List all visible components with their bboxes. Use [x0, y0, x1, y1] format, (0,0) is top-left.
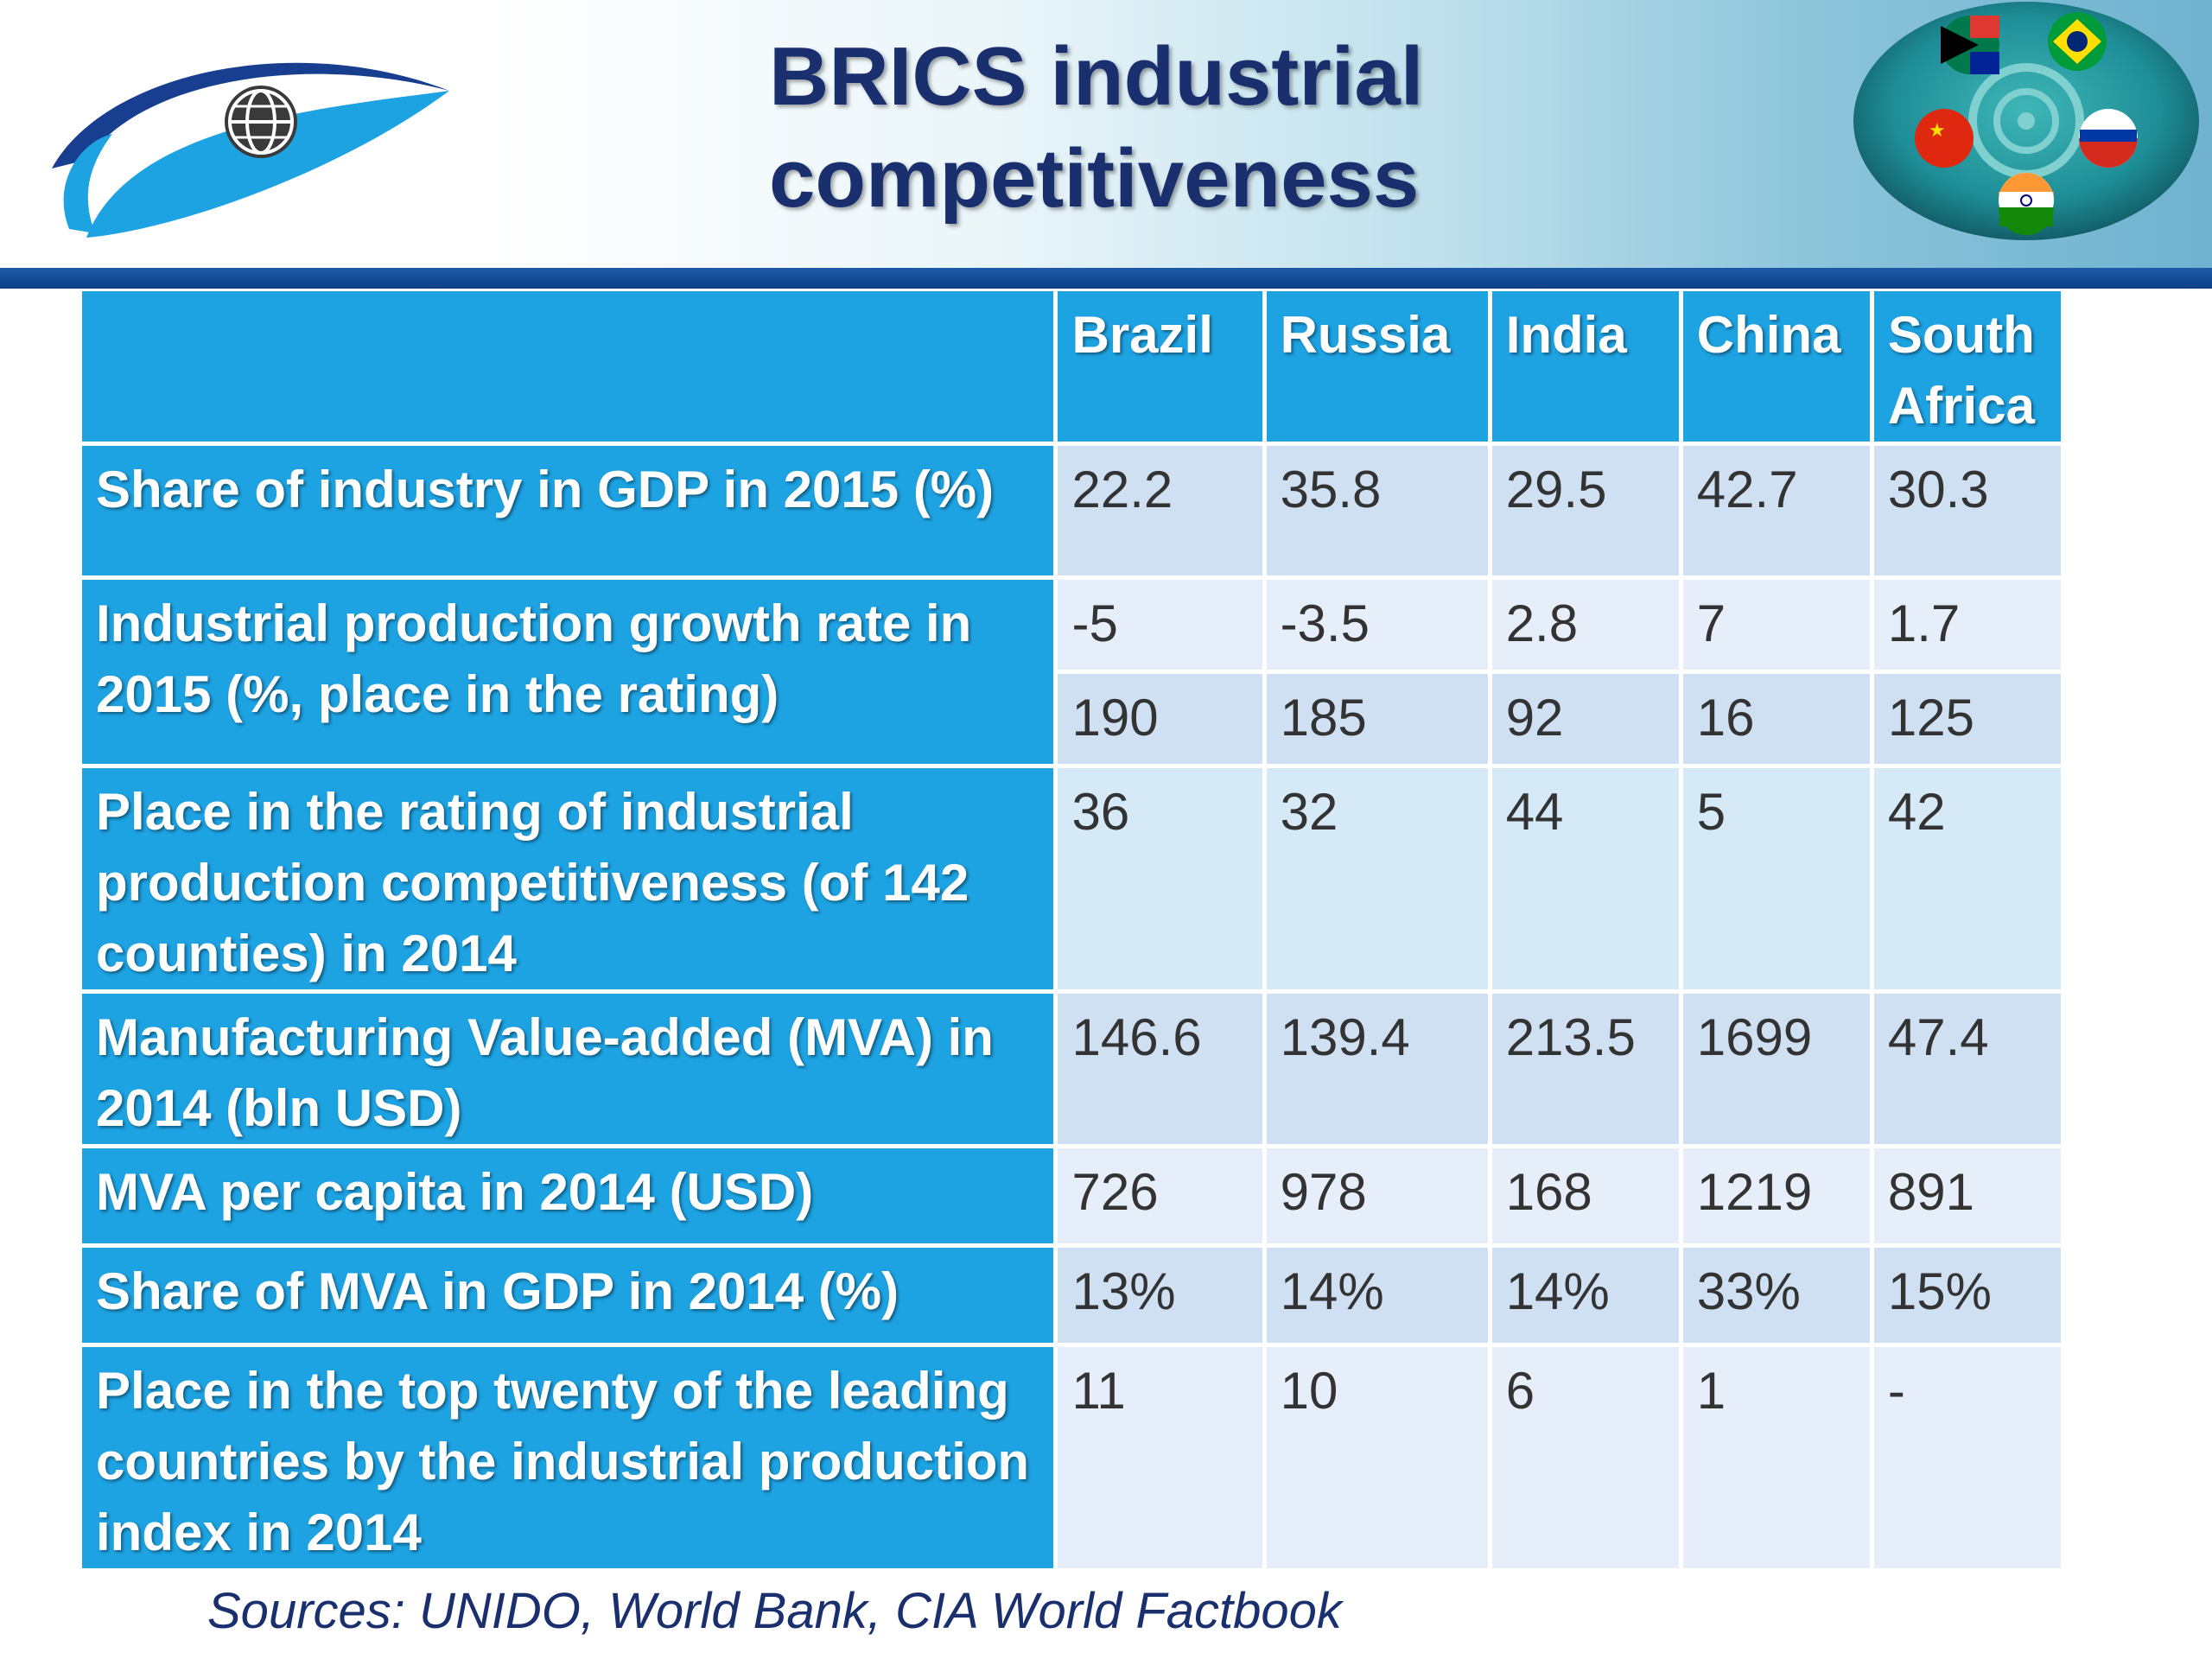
header-divider — [0, 268, 2212, 289]
column-header-south-africa: South Africa — [1873, 291, 2061, 442]
table-cell: 35.8 — [1266, 446, 1488, 575]
row-label: Place in the rating of industrial produc… — [82, 768, 1054, 989]
table-cell: 185 — [1266, 674, 1488, 764]
row-label: Share of MVA in GDP in 2014 (%) — [82, 1248, 1054, 1343]
table-cell: 168 — [1491, 1148, 1679, 1243]
table-cell: -3.5 — [1266, 580, 1488, 670]
sources-footnote: Sources: UNIDO, World Bank, CIA World Fa… — [207, 1583, 1342, 1639]
table-row: Share of MVA in GDP in 2014 (%) 13% 14% … — [82, 1248, 2061, 1343]
column-header-china: China — [1682, 291, 1870, 442]
table-cell: 213.5 — [1491, 994, 1679, 1144]
table-row: MVA per capita in 2014 (USD) 726 978 168… — [82, 1148, 2061, 1243]
table-cell: 13% — [1058, 1248, 1262, 1343]
header-corner-cell — [82, 291, 1054, 442]
table-cell: 42 — [1873, 768, 2061, 989]
table-cell: 6 — [1491, 1347, 1679, 1568]
table-cell: 190 — [1058, 674, 1262, 764]
table-cell: 1219 — [1682, 1148, 1870, 1243]
row-label: Manufacturing Value-added (MVA) in 2014 … — [82, 994, 1054, 1144]
table-cell: 1.7 — [1873, 580, 2061, 670]
table-cell: 29.5 — [1491, 446, 1679, 575]
table-cell: 14% — [1491, 1248, 1679, 1343]
table-cell: 36 — [1058, 768, 1262, 989]
table-cell: 5 — [1682, 768, 1870, 989]
table-cell: 15% — [1873, 1248, 2061, 1343]
table-cell: 22.2 — [1058, 446, 1262, 575]
table-cell: 92 — [1491, 674, 1679, 764]
table-cell: 44 — [1491, 768, 1679, 989]
table-cell: 42.7 — [1682, 446, 1870, 575]
table-cell: 139.4 — [1266, 994, 1488, 1144]
table-cell: 11 — [1058, 1347, 1262, 1568]
table-cell: 146.6 — [1058, 994, 1262, 1144]
column-header-russia: Russia — [1266, 291, 1488, 442]
column-header-brazil: Brazil — [1058, 291, 1262, 442]
table-cell: 1699 — [1682, 994, 1870, 1144]
table-cell: 2.8 — [1491, 580, 1679, 670]
table-row: Manufacturing Value-added (MVA) in 2014 … — [82, 994, 2061, 1144]
table-row: Industrial production growth rate in 201… — [82, 580, 2061, 764]
row-label: MVA per capita in 2014 (USD) — [82, 1148, 1054, 1243]
table-row: Share of industry in GDP in 2015 (%) 22.… — [82, 446, 2061, 575]
table-row: Place in the top twenty of the leading c… — [82, 1347, 2061, 1568]
table-cell: 30.3 — [1873, 446, 2061, 575]
table-cell: -5 — [1058, 580, 1262, 670]
eye-globe-logo-icon — [52, 62, 449, 238]
row-label: Place in the top twenty of the leading c… — [82, 1347, 1054, 1568]
row-label: Share of industry in GDP in 2015 (%) — [82, 446, 1054, 575]
slide-title: BRICS industrial competitiveness — [769, 30, 1424, 225]
table-cell: 47.4 — [1873, 994, 2061, 1144]
table-cell: 1 — [1682, 1347, 1870, 1568]
table-cell: 14% — [1266, 1248, 1488, 1343]
table-cell: 125 — [1873, 674, 2061, 764]
table-cell: 891 — [1873, 1148, 2061, 1243]
table-cell: 726 — [1058, 1148, 1262, 1243]
table-row: 190 185 92 16 125 — [82, 674, 2061, 764]
column-header-india: India — [1491, 291, 1679, 442]
row-label: Industrial production growth rate in 201… — [82, 580, 1054, 764]
table-cell: - — [1873, 1347, 2061, 1568]
brics-flags-emblem-icon: ★ — [1853, 2, 2199, 240]
table-cell: 10 — [1266, 1347, 1488, 1568]
table-cell: 7 — [1682, 580, 1870, 670]
table-cell: 16 — [1682, 674, 1870, 764]
table-cell: 33% — [1682, 1248, 1870, 1343]
table-cell: 32 — [1266, 768, 1488, 989]
brics-table: Brazil Russia India China South Africa S… — [78, 287, 2065, 1573]
table-row: Place in the rating of industrial produc… — [82, 768, 2061, 989]
table-cell: 978 — [1266, 1148, 1488, 1243]
svg-text:★: ★ — [1929, 120, 1946, 142]
